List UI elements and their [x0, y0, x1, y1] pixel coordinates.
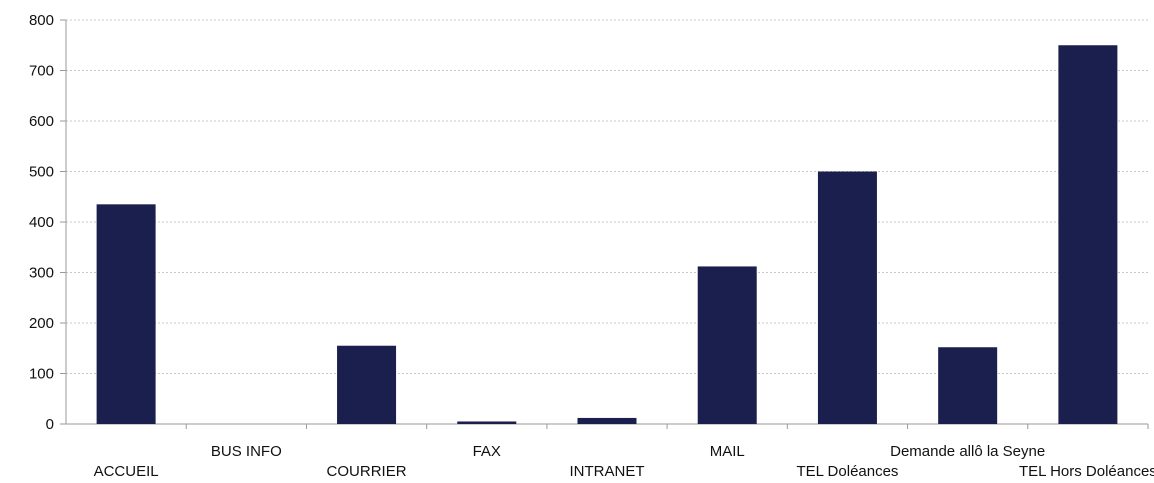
bar-5 — [697, 266, 757, 424]
category-label-6: TEL Doléances — [796, 463, 898, 480]
y-tick-label: 200 — [29, 315, 54, 332]
gridlines — [66, 19, 1148, 374]
category-label-8: TEL Hors Doléances — [1019, 463, 1154, 480]
bar-0 — [96, 204, 156, 424]
category-label-2: COURRIER — [327, 463, 407, 480]
bar-8 — [1058, 45, 1118, 424]
bar-6 — [817, 171, 877, 424]
bar-7 — [938, 347, 998, 424]
bar-3 — [457, 421, 517, 424]
y-tick-label: 800 — [29, 12, 54, 29]
y-tick-label: 400 — [29, 214, 54, 231]
category-label-5: MAIL — [710, 443, 745, 460]
category-label-4: INTRANET — [570, 463, 645, 480]
y-tick-label: 700 — [29, 63, 54, 80]
y-tick-labels: 0 100 200 300 400 500 600 700 800 — [29, 12, 54, 433]
bar-2 — [337, 345, 397, 424]
y-tick-label: 600 — [29, 113, 54, 130]
y-tick-label: 500 — [29, 164, 54, 181]
y-tick-label: 0 — [46, 416, 54, 433]
category-labels: ACCUEIL BUS INFO COURRIER FAX INTRANET MAIL TE… — [94, 443, 1154, 480]
y-tick-label: 300 — [29, 265, 54, 282]
bars — [96, 45, 1118, 424]
category-label-7: Demande allô la Seyne — [890, 443, 1045, 460]
y-tick-label: 100 — [29, 366, 54, 383]
category-label-1: BUS INFO — [211, 443, 282, 460]
category-label-3: FAX — [473, 443, 501, 460]
category-label-0: ACCUEIL — [94, 463, 159, 480]
bar-4 — [577, 417, 637, 424]
